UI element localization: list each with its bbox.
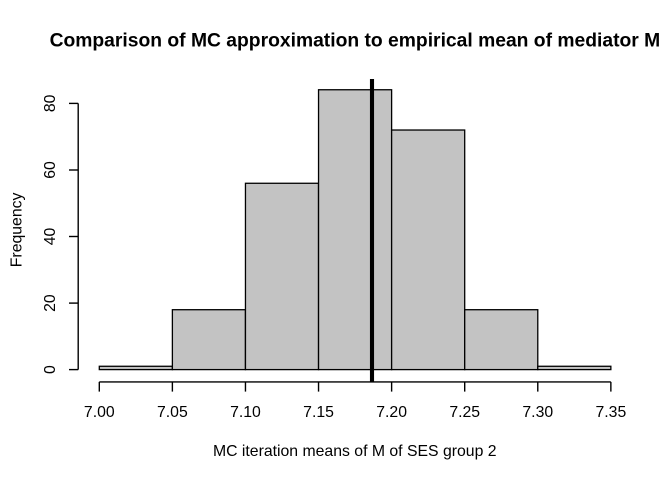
svg-text:80: 80 [42, 94, 59, 112]
svg-text:7.20: 7.20 [376, 404, 407, 421]
svg-text:MC iteration means of M of SES: MC iteration means of M of SES group 2 [213, 443, 497, 460]
svg-text:20: 20 [42, 294, 59, 312]
svg-text:7.25: 7.25 [449, 404, 480, 421]
svg-text:60: 60 [42, 161, 59, 179]
svg-text:7.05: 7.05 [157, 404, 188, 421]
svg-text:7.35: 7.35 [595, 404, 626, 421]
svg-text:Comparison of MC approximation: Comparison of MC approximation to empiri… [50, 31, 661, 52]
svg-text:0: 0 [42, 365, 59, 374]
svg-text:7.10: 7.10 [230, 404, 261, 421]
svg-text:7.30: 7.30 [522, 404, 553, 421]
svg-text:Frequency: Frequency [9, 192, 26, 267]
svg-text:7.00: 7.00 [84, 404, 115, 421]
svg-text:40: 40 [42, 228, 59, 246]
svg-text:7.15: 7.15 [303, 404, 334, 421]
